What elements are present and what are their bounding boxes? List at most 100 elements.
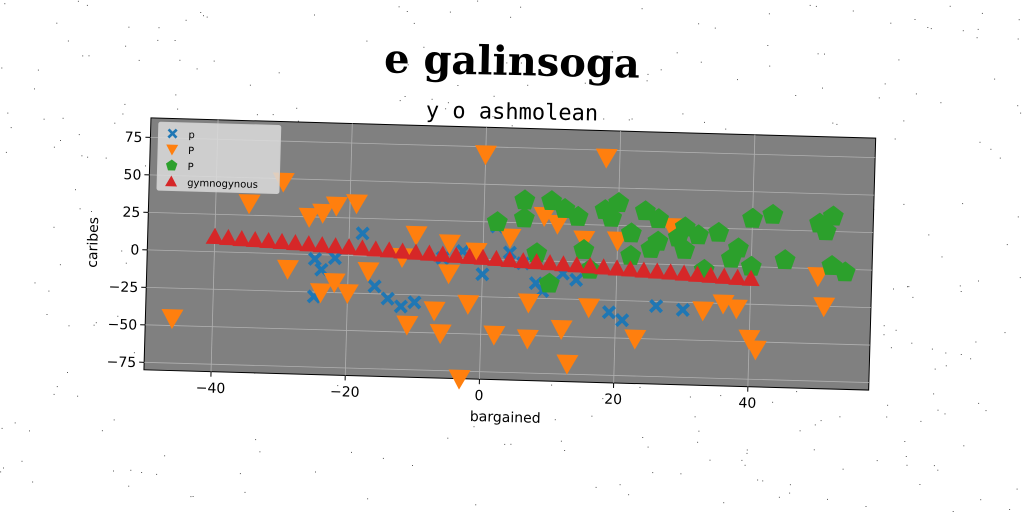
data-point: [527, 253, 546, 270]
data-point: [238, 194, 261, 215]
data-point: [355, 226, 370, 241]
data-point: [438, 234, 461, 255]
legend-label: P: [187, 162, 193, 173]
y-tick-label: 50: [123, 167, 141, 183]
data-point: [708, 221, 730, 242]
data-point: [393, 299, 409, 314]
data-point: [688, 265, 707, 283]
data-point: [380, 291, 395, 306]
x-tick-label: −40: [196, 380, 226, 397]
data-point: [674, 238, 696, 259]
data-point: [774, 249, 796, 270]
data-point: [312, 203, 335, 224]
data-point: [457, 294, 480, 315]
data-point: [661, 263, 680, 280]
data-point: [725, 299, 748, 320]
data-point: [513, 252, 532, 269]
legend-label: gymnogynous: [187, 178, 258, 191]
data-point: [569, 272, 584, 287]
data-point: [517, 293, 540, 314]
data-point: [514, 189, 536, 210]
data-point: [580, 257, 599, 274]
data-point: [648, 298, 664, 314]
data-point: [526, 242, 548, 263]
data-point: [692, 301, 715, 322]
y-tick-label: −50: [107, 317, 137, 334]
data-point: [483, 325, 506, 346]
data-point: [366, 240, 385, 257]
data-point: [407, 295, 422, 310]
series-2: [486, 189, 856, 293]
data-point: [714, 267, 733, 285]
data-point: [353, 239, 372, 256]
data-point: [475, 267, 490, 282]
data-point: [499, 228, 522, 249]
data-point: [309, 283, 332, 304]
data-point: [232, 229, 251, 247]
data-point: [429, 323, 452, 345]
data-point: [738, 329, 761, 350]
data-point: [615, 313, 630, 328]
data-point: [325, 196, 348, 217]
data-point: [573, 239, 595, 260]
data-point: [674, 264, 693, 282]
y-tick-label: −75: [106, 354, 136, 371]
data-point: [446, 246, 465, 264]
data-point: [396, 315, 419, 336]
y-tick-label: 75: [124, 130, 142, 146]
data-point: [339, 238, 358, 255]
grid-line-y: [148, 211, 874, 234]
data-point: [594, 258, 613, 275]
data-point: [740, 255, 762, 276]
data-point: [420, 244, 439, 261]
data-point: [379, 241, 398, 258]
data-point: [620, 222, 642, 243]
data-point: [834, 261, 856, 282]
data-point: [556, 354, 579, 375]
data-point: [272, 232, 291, 250]
data-point: [312, 236, 331, 253]
legend-marker: [165, 175, 178, 187]
data-point: [487, 249, 506, 267]
legend-marker: [166, 159, 178, 171]
data-point: [595, 148, 618, 169]
data-point: [460, 247, 479, 265]
data-point: [405, 225, 428, 246]
data-point: [533, 206, 556, 227]
data-point: [727, 237, 749, 258]
data-point: [813, 297, 836, 318]
data-point: [500, 250, 519, 268]
legend-label: P: [188, 146, 194, 157]
data-point: [546, 214, 569, 235]
y-axis-label: caribes: [85, 217, 102, 268]
data-point: [688, 224, 709, 245]
data-point: [608, 192, 630, 213]
data-point: [728, 268, 747, 286]
data-point: [675, 302, 690, 317]
grid-line-y: [144, 361, 869, 383]
data-point: [620, 244, 642, 265]
data-point: [550, 319, 573, 340]
data-point: [327, 250, 343, 266]
grid-line-x: [613, 131, 622, 383]
data-point: [326, 237, 345, 254]
data-point: [393, 242, 412, 259]
data-point: [448, 369, 471, 390]
data-point: [554, 255, 573, 272]
data-point: [205, 227, 224, 245]
y-tick-label: 25: [122, 205, 140, 221]
grid-line-y: [146, 286, 871, 308]
data-point: [744, 340, 767, 361]
data-point: [486, 211, 508, 232]
data-point: [367, 279, 382, 294]
data-point: [607, 259, 626, 276]
data-point: [346, 194, 369, 215]
data-point: [516, 329, 539, 350]
data-point: [578, 298, 601, 319]
data-point: [161, 308, 184, 330]
data-point: [741, 269, 760, 287]
data-point: [298, 207, 321, 228]
data-point: [423, 301, 446, 322]
